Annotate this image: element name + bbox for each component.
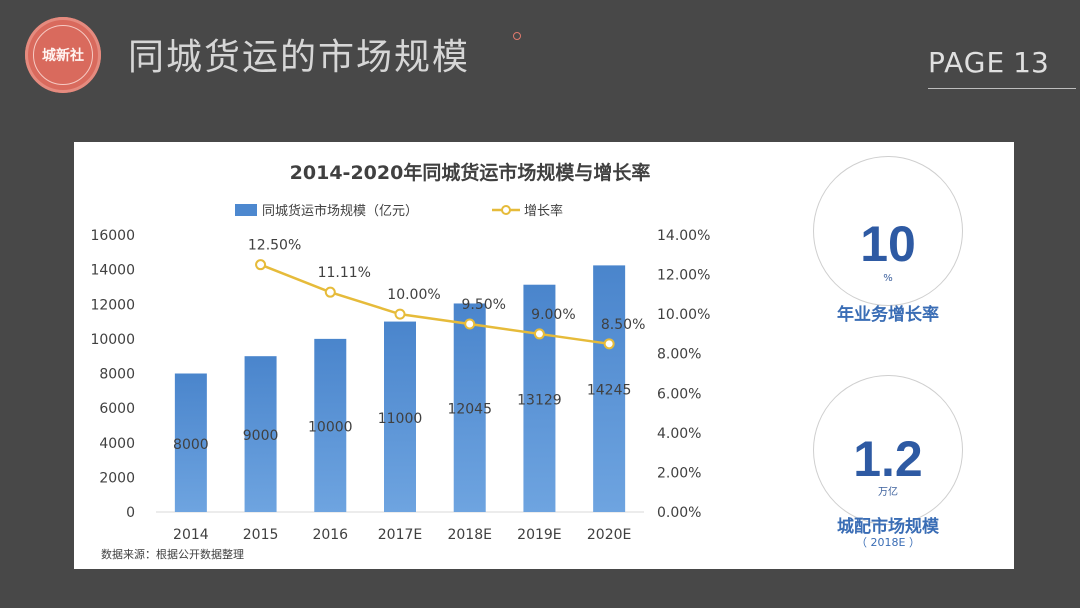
growth-value-label: 9.00%	[531, 307, 575, 323]
bar-value-label: 13129	[517, 392, 562, 408]
y-left-tick-label: 8000	[99, 367, 135, 383]
y-right-axis: 0.00% 2.00% 4.00% 6.00% 8.00% 10.00% 12.00% 14.…	[657, 228, 710, 521]
kpi-market-label: 城配市场规模	[837, 517, 939, 537]
x-tick-label: 2014	[173, 527, 209, 543]
y-left-tick-label: 14000	[90, 263, 135, 279]
growth-line	[260, 263, 610, 346]
growth-point	[533, 328, 545, 340]
growth-point	[464, 318, 476, 330]
title-dot-icon	[513, 32, 521, 40]
chart-panel: 2014-2020年同城货运市场规模与增长率 同城货运市场规模（亿元） 增长率 …	[74, 142, 1014, 569]
y-left-tick-label: 16000	[90, 228, 135, 244]
bar	[244, 356, 277, 512]
growth-point	[255, 259, 267, 271]
bar-value-label: 14245	[587, 383, 632, 399]
legend: 同城货运市场规模（亿元） 增长率	[235, 203, 563, 219]
page-title: 同城货运的市场规模	[128, 37, 471, 78]
kpi-growth-circle: 10 %	[813, 156, 963, 306]
x-tick-label: 2017E	[378, 527, 422, 543]
page-indicator: PAGE 13	[928, 46, 1049, 79]
kpi-market-sub: （ 2018E ）	[856, 536, 920, 549]
y-left-tick-label: 10000	[90, 332, 135, 348]
logo: 城新社	[25, 17, 101, 93]
growth-point	[603, 338, 615, 350]
y-right-tick-label: 6.00%	[657, 386, 701, 402]
bar	[314, 338, 347, 512]
bar	[384, 321, 416, 512]
bar-value-label: 12045	[447, 402, 492, 418]
y-left-axis: 0 2000 4000 6000 8000 10000 12000 14000 16000	[90, 228, 135, 521]
x-axis-labels: 2014 2015 2016 2017E 2018E 2019E 2020E	[173, 527, 631, 543]
bar	[453, 303, 486, 512]
growth-value-label: 8.50%	[601, 317, 645, 333]
kpi-market-unit: 万亿	[878, 487, 898, 498]
growth-value-label: 10.00%	[387, 287, 440, 303]
page-number: 13	[1013, 46, 1049, 79]
legend-line-marker	[501, 205, 511, 215]
y-right-tick-label: 14.00%	[657, 228, 710, 244]
bar-labels: 8000 9000 10000 11000 12045 13129 14245	[173, 383, 631, 453]
y-left-tick-label: 6000	[99, 401, 135, 417]
x-tick-label: 2019E	[517, 527, 561, 543]
chart-source: 数据来源：根据公开数据整理	[101, 547, 244, 561]
x-tick-label: 2018E	[447, 527, 491, 543]
kpi-market-value: 1.2	[853, 431, 923, 487]
page-divider	[928, 88, 1076, 89]
growth-value-label: 9.50%	[461, 297, 505, 313]
growth-point	[394, 308, 406, 320]
bar-value-label: 9000	[243, 428, 279, 444]
y-right-tick-label: 8.00%	[657, 347, 701, 363]
page-label: PAGE	[928, 46, 1006, 79]
bar	[593, 265, 626, 512]
chart-title: 2014-2020年同城货运市场规模与增长率	[290, 161, 651, 184]
bar	[174, 373, 207, 512]
bar-value-label: 10000	[308, 419, 353, 435]
growth-value-label: 11.11%	[318, 265, 371, 281]
x-tick-label: 2016	[312, 527, 348, 543]
growth-line-series: 12.50% 11.11% 10.00% 9.50% 9.00% 8.50%	[248, 238, 645, 350]
y-left-tick-label: 2000	[99, 470, 135, 486]
chart: 2014-2020年同城货运市场规模与增长率 同城货运市场规模（亿元） 增长率 …	[90, 161, 710, 561]
kpi-growth-value: 10	[860, 216, 916, 272]
bar-value-label: 8000	[173, 437, 209, 453]
kpi-growth-label: 年业务增长率	[837, 305, 939, 325]
logo-text: 城新社	[33, 25, 93, 85]
kpi-growth-unit: %	[883, 273, 893, 284]
y-right-tick-label: 12.00%	[657, 268, 710, 284]
y-left-tick-label: 4000	[99, 436, 135, 452]
y-right-tick-label: 0.00%	[657, 505, 701, 521]
bar-series	[174, 265, 626, 512]
x-tick-label: 2020E	[587, 527, 631, 543]
y-left-tick-label: 12000	[90, 297, 135, 313]
kpi-market-circle: 1.2 万亿	[813, 375, 963, 525]
legend-bar-swatch	[235, 204, 257, 216]
bar	[523, 284, 556, 512]
y-left-tick-label: 0	[126, 505, 135, 521]
legend-line-label: 增长率	[524, 203, 563, 219]
bar-value-label: 11000	[378, 411, 423, 427]
y-right-tick-label: 4.00%	[657, 426, 701, 442]
legend-bar-label: 同城货运市场规模（亿元）	[262, 203, 418, 219]
y-right-tick-label: 10.00%	[657, 307, 710, 323]
x-tick-label: 2015	[243, 527, 279, 543]
growth-value-label: 12.50%	[248, 238, 301, 254]
growth-point	[324, 286, 336, 298]
y-right-tick-label: 2.00%	[657, 465, 701, 481]
